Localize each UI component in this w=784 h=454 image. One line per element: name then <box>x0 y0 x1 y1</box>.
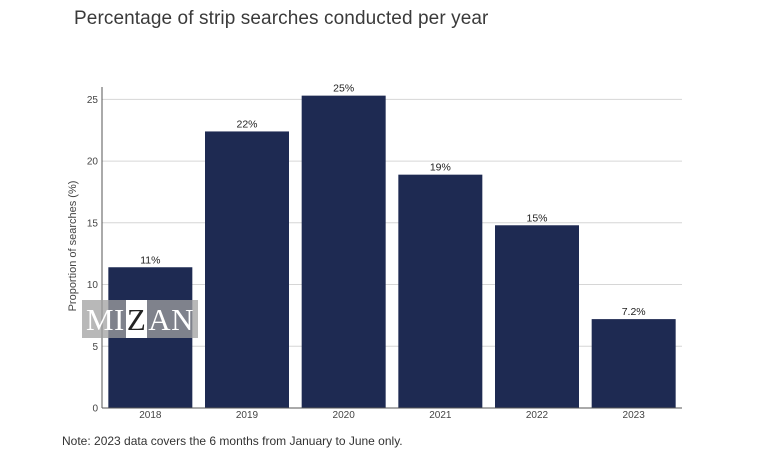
x-tick-labels: 2018 2019 2020 2021 2022 2023 <box>139 410 645 421</box>
y-tick-label: 20 <box>87 157 99 168</box>
x-tick-label: 2021 <box>429 410 452 421</box>
bar-2019 <box>205 131 289 408</box>
bars <box>108 95 676 409</box>
chart-title: Percentage of strip searches conducted p… <box>74 8 489 29</box>
x-tick-label: 2020 <box>333 410 356 421</box>
data-label: 7.2% <box>622 306 646 318</box>
bar-2023 <box>591 319 676 408</box>
bar-chart: 0 5 10 15 20 25 2018 2019 2020 2021 2022 2023 11% 2… <box>67 83 682 421</box>
x-tick-label: 2022 <box>526 410 549 421</box>
watermark-logo: MI Z AN <box>76 300 204 338</box>
y-tick-label: 0 <box>92 404 98 415</box>
data-label: 25% <box>333 83 354 95</box>
bar-2020 <box>301 95 386 409</box>
y-tick-label: 25 <box>87 95 99 106</box>
x-tick-label: 2018 <box>139 410 162 421</box>
bar-2021 <box>398 174 483 408</box>
axes <box>101 87 682 409</box>
data-labels: 11% 22% 25% 19% 15% 7.2% <box>140 83 645 318</box>
data-label: 19% <box>430 162 451 174</box>
footnote: Note: 2023 data covers the 6 months from… <box>62 434 403 448</box>
bar-2022 <box>495 225 579 408</box>
y-tick-label: 15 <box>87 218 99 229</box>
watermark-part: Z <box>125 300 148 338</box>
y-tick-label: 5 <box>92 342 98 353</box>
watermark-part: MI <box>81 300 126 338</box>
gridlines <box>102 98 682 347</box>
data-label: 11% <box>140 254 160 266</box>
y-axis-label: Proportion of searches (%) <box>67 181 79 312</box>
x-tick-label: 2023 <box>623 410 646 421</box>
x-tick-label: 2019 <box>236 410 259 421</box>
y-tick-label: 10 <box>87 280 99 291</box>
data-label: 15% <box>526 212 547 224</box>
y-tick-labels: 0 5 10 15 20 25 <box>87 95 99 415</box>
data-label: 22% <box>236 118 257 130</box>
watermark-part: AN <box>147 300 199 338</box>
